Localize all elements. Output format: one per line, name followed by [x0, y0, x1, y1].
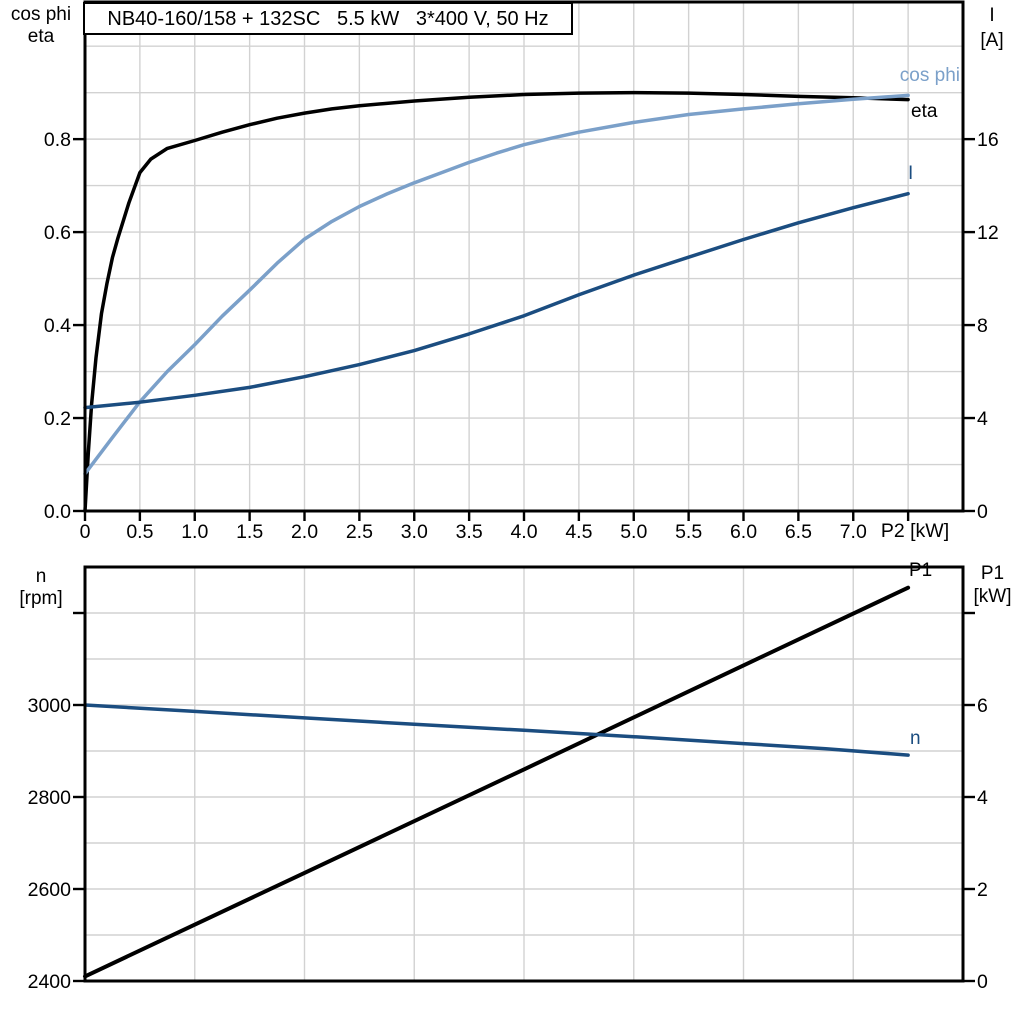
top-panel: 0.0 0.2 0.4 0.6 0.8 0 4 8 12 16 0 0.5 1.0 1.5 2.0 2.5 3.… — [44, 0, 999, 543]
right-tick-label: 8 — [977, 315, 988, 337]
x-tick-label: 2.5 — [346, 521, 373, 543]
right-axis-title-I: I — [989, 5, 995, 26]
x-tick-label: 5.5 — [675, 521, 702, 543]
x-tick-label: 4.0 — [510, 521, 537, 543]
curve-cos-phi — [83, 93, 910, 476]
right-tick-label: 2 — [977, 879, 988, 901]
x-tick-label: 7.0 — [840, 521, 867, 543]
bottom-left-axis-header: n [rpm] — [0, 566, 82, 610]
right-tick-label: 0 — [977, 501, 988, 523]
x-tick-label: 5.0 — [620, 521, 647, 543]
eta-curve-label: eta — [911, 101, 938, 122]
x-tick-label: 2.0 — [291, 521, 318, 543]
x-tick-label: 6.0 — [730, 521, 757, 543]
x-tick-label: 0.5 — [126, 521, 153, 543]
left-tick-label: 2600 — [28, 879, 72, 901]
left-axis-title-eta: eta — [27, 26, 55, 47]
x-tick-label: 1.0 — [181, 521, 208, 543]
right-tick-label: 0 — [977, 971, 988, 993]
bottom-panel: 2400 2600 2800 3000 0 2 4 6 — [28, 565, 988, 993]
x-tick-label: 3.0 — [401, 521, 428, 543]
x-tick-label: 6.5 — [785, 521, 812, 543]
x-tick-label: 1.5 — [236, 521, 263, 543]
speed-curve-label: n — [910, 728, 921, 749]
left-tick-label: 0.2 — [44, 408, 71, 430]
p1-axis-title: P1 — [980, 563, 1005, 584]
curve-n — [83, 703, 910, 757]
left-tick-label: 0.0 — [44, 501, 71, 523]
top-right-axis-header: I [A] — [961, 3, 1023, 53]
right-tick-label: 4 — [977, 787, 988, 809]
left-tick-label: 2800 — [28, 787, 72, 809]
right-tick-label: 6 — [977, 695, 988, 717]
right-tick-label: 4 — [977, 408, 988, 430]
x-tick-label: 0 — [80, 521, 91, 543]
left-tick-label: 3000 — [28, 695, 72, 717]
speed-axis-title: n — [35, 566, 47, 587]
p1-axis-unit: [kW] — [973, 586, 1012, 607]
x-tick-label: 3.5 — [456, 521, 483, 543]
left-tick-label: 2400 — [28, 971, 72, 993]
left-tick-label: 0.8 — [44, 129, 71, 151]
left-tick-label: 0.6 — [44, 222, 71, 244]
left-tick-label: 0.4 — [44, 315, 71, 337]
curve-p1 — [83, 585, 911, 979]
current-curve-label: I — [908, 163, 914, 184]
right-axis-title-unit-A: [A] — [980, 30, 1004, 51]
p1-curve-label: P1 — [909, 560, 933, 581]
top-left-axis-header: cos phi eta — [0, 4, 82, 48]
chart-title-box: NB40-160/158 + 132SC 5.5 kW 3*400 V, 50 … — [83, 2, 573, 35]
plot-border — [83, 565, 965, 983]
curve-eta — [83, 90, 910, 513]
speed-axis-unit: [rpm] — [19, 588, 63, 609]
chart-title: NB40-160/158 + 132SC 5.5 kW 3*400 V, 50 … — [107, 7, 549, 30]
cosphi-curve-label: cos phi — [899, 65, 960, 86]
bottom-right-axis-header: P1 [kW] — [961, 562, 1024, 608]
x-tick-label: 4.5 — [565, 521, 592, 543]
x-axis-label: P2 [kW] — [880, 520, 950, 542]
curve-i — [83, 191, 910, 410]
right-tick-label: 12 — [977, 222, 999, 244]
right-tick-label: 16 — [977, 129, 999, 151]
left-axis-title-cosphi: cos phi — [10, 4, 72, 25]
